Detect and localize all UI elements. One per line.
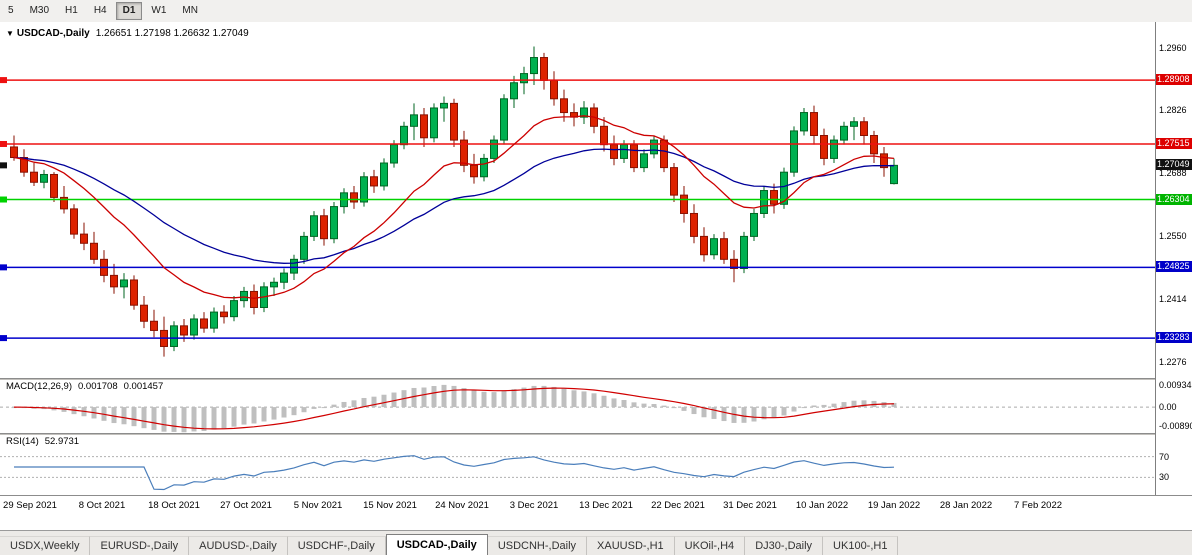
- macd-chart[interactable]: [0, 380, 1155, 433]
- macd-axis-min: -0.00890: [1159, 421, 1192, 431]
- macd-histogram: [11, 384, 897, 433]
- tab-usdx-weekly[interactable]: USDX,Weekly: [0, 536, 91, 555]
- ma-fast-line: [13, 115, 895, 299]
- date-label: 8 Oct 2021: [78, 500, 126, 511]
- rsi-panel: RSI(14) 52.9731: [0, 435, 1155, 495]
- macd-panel: MACD(12,26,9) 0.001708 0.001457: [0, 380, 1155, 433]
- price-level-tag[interactable]: 1.23283: [1156, 332, 1192, 344]
- date-label: 27 Oct 2021: [220, 500, 272, 511]
- chart-title: ▼ USDCAD-,Daily 1.26651 1.27198 1.26632 1.…: [6, 28, 249, 39]
- rsi-axis-30: 30: [1159, 472, 1170, 483]
- chart-ohlc-values: 1.26651 1.27198 1.26632 1.27049: [95, 28, 249, 39]
- macd-axis-zero: 0.00: [1159, 402, 1177, 413]
- rsi-axis-70: 70: [1159, 451, 1170, 462]
- date-label: 24 Nov 2021: [435, 500, 489, 511]
- date-axis: 29 Sep 2021 8 Oct 2021 18 Oct 2021 27 Oct 2…: [0, 498, 1192, 514]
- date-label: 5 Nov 2021: [293, 500, 343, 511]
- panel-splitter-macd[interactable]: [0, 378, 1192, 381]
- chart-tabs-bar: USDX,Weekly EURUSD-,Daily AUDUSD-,Daily USD…: [0, 530, 1192, 555]
- tab-eurusd-daily[interactable]: EURUSD-,Daily: [90, 536, 190, 555]
- price-tick: 1.2414: [1159, 293, 1187, 304]
- price-axis: 1.2960 1.2826 1.2688 1.2550 1.2414 1.2276 1.28…: [1155, 22, 1192, 495]
- price-level-tag[interactable]: 1.26304: [1156, 193, 1192, 205]
- price-level-tag[interactable]: 1.28908: [1156, 74, 1192, 86]
- level-left-marker: [0, 77, 7, 84]
- price-tick: 1.2688: [1159, 168, 1187, 179]
- chart-symbol-label: USDCAD-,Daily: [16, 28, 90, 39]
- timeframe-h4[interactable]: H4: [93, 5, 107, 16]
- timeframe-w1[interactable]: W1: [151, 5, 167, 16]
- tab-usdchf-daily[interactable]: USDCHF-,Daily: [287, 536, 386, 555]
- symbol-dropdown-icon[interactable]: ▼: [6, 29, 14, 38]
- date-label: 22 Dec 2021: [651, 500, 705, 511]
- macd-signal-line: [13, 387, 895, 430]
- date-label: 18 Oct 2021: [148, 500, 200, 511]
- price-tick: 1.2276: [1159, 357, 1187, 368]
- current-price-left-marker: [0, 162, 7, 169]
- timeframe-5[interactable]: 5: [8, 5, 14, 16]
- candles-layer: [10, 46, 898, 357]
- price-chart-panel: ▼ USDCAD-,Daily 1.26651 1.27198 1.26632 1.…: [0, 22, 1155, 378]
- macd-label: MACD(12,26,9) 0.001708 0.001457: [6, 381, 164, 392]
- panel-splitter-rsi[interactable]: [0, 433, 1192, 436]
- level-lines[interactable]: [0, 77, 1155, 342]
- date-label: 19 Jan 2022: [867, 500, 921, 511]
- macd-axis-max: 0.009345: [1159, 380, 1192, 390]
- timeframe-toolbar: 5 M30 H1 H4 D1 W1 MN: [0, 0, 1192, 23]
- date-label: 13 Dec 2021: [579, 500, 633, 511]
- tab-ukoil-h4[interactable]: UKOil-,H4: [674, 536, 746, 555]
- date-label: 29 Sep 2021: [3, 500, 57, 511]
- price-tick: 1.2960: [1159, 43, 1187, 54]
- level-left-marker: [0, 196, 7, 203]
- timeframe-m30[interactable]: M30: [29, 5, 50, 16]
- timeframe-d1[interactable]: D1: [115, 2, 143, 20]
- date-label: 15 Nov 2021: [363, 500, 417, 511]
- price-tick: 1.2550: [1159, 231, 1187, 242]
- current-price-tag[interactable]: 1.27049: [1156, 159, 1192, 171]
- tab-usdcnh-daily[interactable]: USDCNH-,Daily: [487, 536, 588, 555]
- date-label: 28 Jan 2022: [939, 500, 993, 511]
- tab-dj30-daily[interactable]: DJ30-,Daily: [745, 536, 824, 555]
- timeframe-h1[interactable]: H1: [65, 5, 78, 16]
- date-axis-separator: [0, 495, 1192, 496]
- date-label: 7 Feb 2022: [1013, 500, 1063, 511]
- tab-xauusd-h1[interactable]: XAUUSD-,H1: [587, 536, 675, 555]
- macd-main-value: 0.001708: [78, 381, 118, 392]
- price-level-tag[interactable]: 1.27515: [1156, 137, 1192, 149]
- rsi-chart[interactable]: [0, 435, 1155, 495]
- rsi-label: RSI(14) 52.9731: [6, 436, 80, 447]
- timeframe-mn[interactable]: MN: [182, 5, 198, 16]
- level-left-marker: [0, 140, 7, 147]
- date-label: 3 Dec 2021: [509, 500, 559, 511]
- rsi-line: [14, 455, 895, 491]
- date-label: 31 Dec 2021: [723, 500, 777, 511]
- price-tick: 1.2826: [1159, 104, 1187, 115]
- ma-slow-line: [13, 148, 894, 264]
- tab-uk100-h1[interactable]: UK100-,H1: [823, 536, 899, 555]
- rsi-value: 52.9731: [44, 436, 80, 447]
- date-label: 10 Jan 2022: [795, 500, 849, 511]
- level-left-marker: [0, 335, 7, 342]
- candlestick-chart[interactable]: [0, 22, 1155, 378]
- tab-usdcad-daily[interactable]: USDCAD-,Daily: [385, 534, 488, 555]
- tab-audusd-daily[interactable]: AUDUSD-,Daily: [189, 536, 288, 555]
- price-level-tag[interactable]: 1.24825: [1156, 261, 1192, 273]
- macd-signal-value: 0.001457: [123, 381, 164, 392]
- level-left-marker: [0, 264, 7, 271]
